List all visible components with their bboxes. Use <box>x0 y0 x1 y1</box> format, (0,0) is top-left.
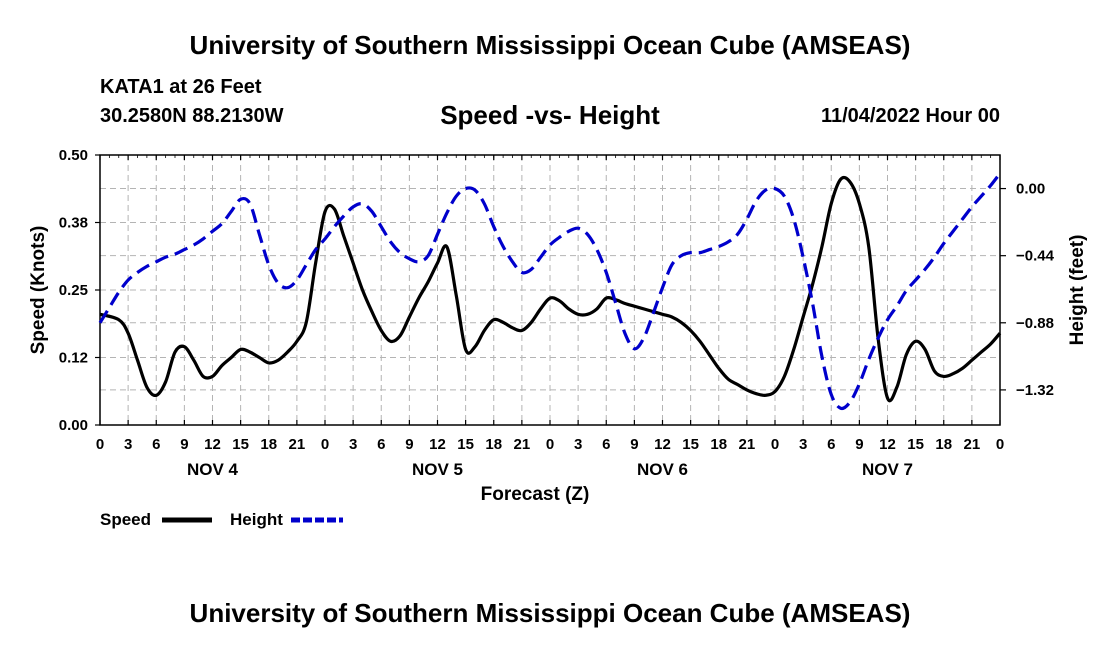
legend-height-swatch <box>291 517 343 523</box>
y2-axis-title: Height (feet) <box>1067 235 1088 346</box>
page-title: University of Southern Mississippi Ocean… <box>189 30 911 60</box>
x-tick-label: 9 <box>405 436 413 453</box>
x-tick-label: 0 <box>996 436 1004 453</box>
x-tick-label: 6 <box>377 436 385 453</box>
chart-title: Speed -vs- Height <box>440 100 660 130</box>
x-tick-label: 21 <box>289 436 306 453</box>
x-tick-label: 12 <box>204 436 221 453</box>
x-tick-label: 9 <box>855 436 863 453</box>
x-tick-label: 6 <box>827 436 835 453</box>
y-right-tick-label: −0.88 <box>1016 315 1054 332</box>
x-tick-label: 18 <box>935 436 952 453</box>
day-label: NOV 5 <box>412 460 463 479</box>
x-tick-label: 9 <box>630 436 638 453</box>
y-right-tick-label: −1.32 <box>1016 382 1054 399</box>
x-tick-label: 18 <box>710 436 727 453</box>
x-tick-label: 0 <box>771 436 779 453</box>
x-tick-label: 21 <box>514 436 531 453</box>
x-tick-label: 12 <box>879 436 896 453</box>
day-label: NOV 4 <box>187 460 239 479</box>
speed-height-chart: 0 3 6 9 12 15 18 21 0 3 6 9 12 15 18 21 0 3 6 9 12 15 18 21 0 3 6 9… <box>28 147 1088 505</box>
x-tick-label: 3 <box>799 436 807 453</box>
legend-speed-label: Speed <box>100 510 152 529</box>
x-tick-label: 0 <box>96 436 104 453</box>
x-tick-label: 6 <box>152 436 160 453</box>
axes: 0 3 6 9 12 15 18 21 0 3 6 9 12 15 18 21 0 3 6 9 12 15 18 21 0 3 6 9… <box>28 147 1088 505</box>
x-tick-label: 18 <box>485 436 502 453</box>
station-location: 30.2580N 88.2130W <box>100 105 284 127</box>
x-tick-label: 3 <box>124 436 132 453</box>
x-tick-label: 3 <box>574 436 582 453</box>
x-tick-label: 15 <box>232 436 249 453</box>
x-tick-label: 3 <box>349 436 357 453</box>
x-axis-title: Forecast (Z) <box>481 484 590 505</box>
y-right-tick-label: 0.00 <box>1016 181 1045 198</box>
y-left-tick-label: 0.25 <box>59 282 88 299</box>
y-right-tick-label: −0.44 <box>1016 248 1055 265</box>
x-tick-label: 6 <box>602 436 610 453</box>
day-label: NOV 7 <box>862 460 913 479</box>
y-left-tick-label: 0.38 <box>59 215 88 232</box>
x-tick-label: 0 <box>546 436 554 453</box>
y-left-tick-label: 0.12 <box>59 350 88 367</box>
footer-title: University of Southern Mississippi Ocean… <box>189 598 911 628</box>
y-left-tick-label: 0.00 <box>59 417 88 434</box>
series <box>98 172 1002 411</box>
y-left-tick-label: 0.50 <box>59 147 88 164</box>
x-tick-label: 15 <box>682 436 699 453</box>
x-tick-label: 21 <box>964 436 981 453</box>
x-tick-label: 15 <box>457 436 474 453</box>
issue-date: 11/04/2022 Hour 00 <box>820 105 1000 127</box>
x-tick-label: 15 <box>907 436 924 453</box>
x-tick-label: 12 <box>429 436 446 453</box>
grid <box>100 155 1000 425</box>
station-label: KATA1 at 26 Feet <box>100 76 262 98</box>
x-tick-label: 9 <box>180 436 188 453</box>
legend-speed-swatch <box>162 517 212 523</box>
series-line-speed <box>99 175 1002 403</box>
x-tick-label: 21 <box>739 436 756 453</box>
y-axis-title: Speed (Knots) <box>28 226 49 355</box>
day-label: NOV 6 <box>637 460 688 479</box>
x-tick-label: 18 <box>260 436 277 453</box>
legend-height-label: Height <box>230 510 283 529</box>
x-tick-label: 12 <box>654 436 671 453</box>
x-tick-label: 0 <box>321 436 329 453</box>
